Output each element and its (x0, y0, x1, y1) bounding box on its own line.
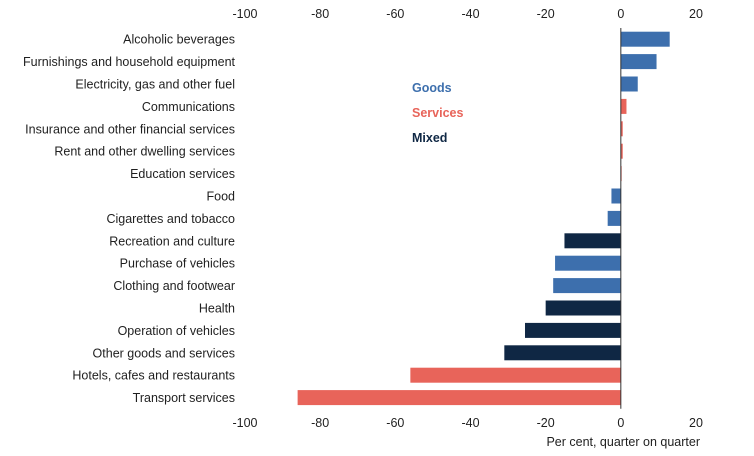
bar (410, 367, 621, 383)
bar (607, 210, 621, 226)
bar (620, 121, 623, 137)
bar (297, 390, 621, 406)
bottom-tick-label: -80 (311, 416, 329, 430)
top-tick-label: 20 (689, 7, 703, 21)
bar (611, 188, 621, 204)
top-tick-label: -40 (461, 7, 479, 21)
bar (620, 76, 638, 92)
category-label: Alcoholic beverages (123, 33, 235, 47)
top-axis-ticks: -100 -80 -60 -40 -20 0 20 (232, 7, 703, 21)
bar (620, 31, 670, 47)
bottom-tick-label: 0 (617, 416, 624, 430)
legend-entry: Mixed (412, 131, 447, 145)
bar (555, 255, 621, 271)
bottom-tick-label: -60 (386, 416, 404, 430)
legend: Goods Services Mixed (412, 81, 463, 145)
category-label: Insurance and other financial services (25, 122, 235, 136)
bar (620, 98, 627, 114)
category-label: Furnishings and household equipment (23, 55, 235, 69)
category-label: Food (207, 190, 236, 204)
bottom-axis-ticks: -100 -80 -60 -40 -20 0 20 (232, 416, 703, 430)
category-label: Electricity, gas and other fuel (75, 78, 235, 92)
category-label: Purchase of vehicles (120, 257, 235, 271)
top-tick-label: 0 (617, 7, 624, 21)
category-label: Hotels, cafes and restaurants (72, 369, 235, 383)
category-labels: Alcoholic beverages Furnishings and house… (23, 33, 235, 405)
legend-entry: Goods (412, 81, 452, 95)
bar (564, 233, 621, 249)
bar (504, 345, 621, 361)
top-tick-label: -80 (311, 7, 329, 21)
legend-entry: Services (412, 106, 463, 120)
category-label: Cigarettes and tobacco (106, 212, 235, 226)
category-label: Communications (142, 100, 235, 114)
category-label: Rent and other dwelling services (54, 145, 235, 159)
bar (620, 143, 623, 159)
bars (297, 31, 670, 406)
category-label: Clothing and footwear (113, 279, 235, 293)
bottom-tick-label: -20 (537, 416, 555, 430)
bar (553, 278, 621, 294)
category-label: Other goods and services (93, 346, 235, 360)
bar (524, 322, 621, 338)
bar (545, 300, 621, 316)
top-tick-label: -20 (537, 7, 555, 21)
category-label: Education services (130, 167, 235, 181)
category-label: Transport services (133, 391, 235, 405)
category-label: Operation of vehicles (118, 324, 235, 338)
category-label: Health (199, 302, 235, 316)
bottom-tick-label: -100 (232, 416, 257, 430)
category-label: Recreation and culture (109, 234, 235, 248)
top-tick-label: -60 (386, 7, 404, 21)
bottom-tick-label: 20 (689, 416, 703, 430)
bar (620, 54, 657, 70)
bottom-tick-label: -40 (461, 416, 479, 430)
x-axis-title: Per cent, quarter on quarter (546, 435, 700, 449)
top-tick-label: -100 (232, 7, 257, 21)
